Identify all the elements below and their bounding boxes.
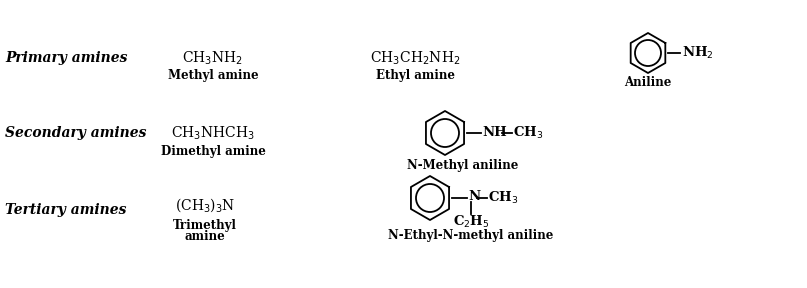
Text: N-Ethyl-N-methyl aniline: N-Ethyl-N-methyl aniline <box>388 230 554 242</box>
Text: Secondary amines: Secondary amines <box>5 126 146 140</box>
Text: Primary amines: Primary amines <box>5 51 128 65</box>
Text: Dimethyl amine: Dimethyl amine <box>161 145 266 158</box>
Text: (CH$_3$)$_3$N: (CH$_3$)$_3$N <box>175 196 235 214</box>
Text: N: N <box>468 190 480 204</box>
Text: CH$_3$: CH$_3$ <box>488 190 518 206</box>
Text: N-Methyl aniline: N-Methyl aniline <box>408 158 519 171</box>
Text: CH$_3$NHCH$_3$: CH$_3$NHCH$_3$ <box>171 124 255 142</box>
Text: Methyl amine: Methyl amine <box>168 69 258 82</box>
Text: Tertiary amines: Tertiary amines <box>5 203 127 217</box>
Text: C$_2$H$_5$: C$_2$H$_5$ <box>453 214 489 230</box>
Text: CH$_3$NH$_2$: CH$_3$NH$_2$ <box>182 49 244 67</box>
Text: NH: NH <box>482 126 507 139</box>
Text: amine: amine <box>185 230 225 242</box>
Text: CH$_3$: CH$_3$ <box>513 125 543 141</box>
Text: Ethyl amine: Ethyl amine <box>375 69 454 82</box>
Text: CH$_3$CH$_2$NH$_2$: CH$_3$CH$_2$NH$_2$ <box>370 49 460 67</box>
Text: NH$_2$: NH$_2$ <box>682 45 713 61</box>
Text: Aniline: Aniline <box>625 75 671 88</box>
Text: Trimethyl: Trimethyl <box>173 219 237 232</box>
